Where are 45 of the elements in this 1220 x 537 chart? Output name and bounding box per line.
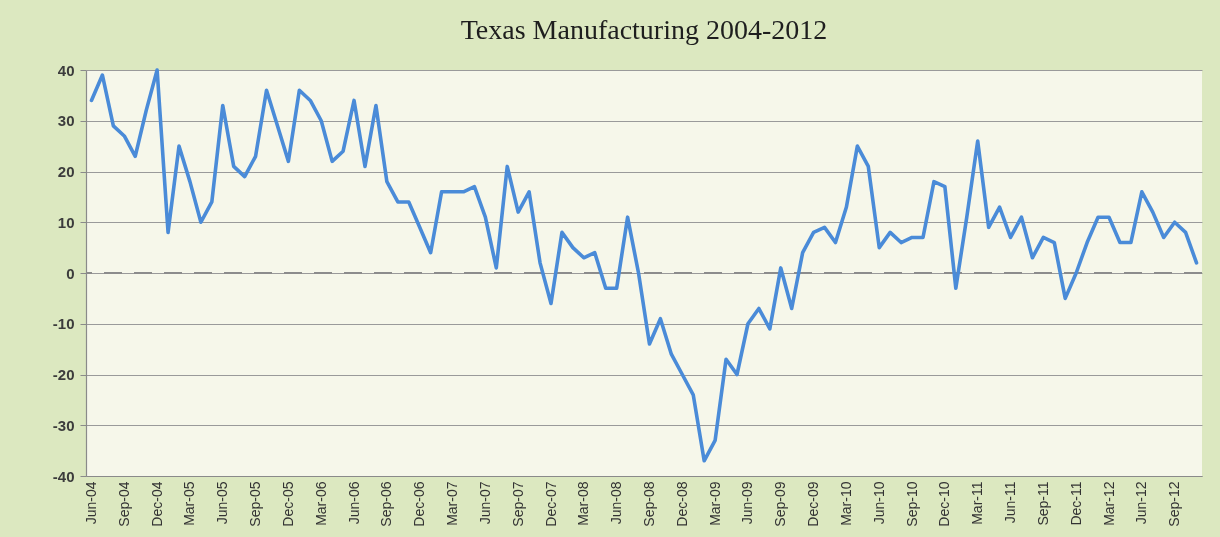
y-tick-label: 40 bbox=[57, 61, 75, 79]
x-tick-label: Dec-10 bbox=[936, 481, 953, 527]
x-tick-label: Dec-09 bbox=[805, 481, 822, 527]
y-tick-label: 0 bbox=[66, 264, 75, 282]
y-tick-label: -10 bbox=[52, 315, 75, 333]
x-tick-label: Sep-11 bbox=[1034, 481, 1051, 526]
y-tick-label: 10 bbox=[57, 213, 75, 231]
x-tick-label: Mar-12 bbox=[1100, 481, 1117, 526]
x-tick-label: Jun-06 bbox=[345, 481, 362, 525]
x-tick-label: Dec-04 bbox=[148, 481, 165, 527]
x-tick-label: Sep-08 bbox=[640, 481, 657, 527]
x-tick-label: Dec-06 bbox=[411, 481, 428, 527]
x-tick-label: Jun-10 bbox=[870, 481, 887, 525]
x-tick-label: Sep-04 bbox=[115, 481, 132, 527]
x-tick-label: Sep-05 bbox=[247, 481, 264, 527]
x-tick-label: Mar-06 bbox=[312, 481, 329, 526]
x-tick-label: Mar-10 bbox=[837, 481, 854, 526]
x-tick-label: Dec-11 bbox=[1067, 481, 1084, 526]
x-tick-label: Mar-05 bbox=[181, 481, 198, 526]
y-tick-label: -30 bbox=[52, 416, 75, 434]
x-tick-label: Jun-04 bbox=[82, 481, 99, 525]
x-tick-label: Mar-08 bbox=[575, 481, 592, 526]
x-tick-label: Jun-08 bbox=[608, 481, 625, 525]
x-tick-label: Jun-07 bbox=[476, 481, 493, 525]
x-tick-label: Mar-07 bbox=[444, 481, 461, 526]
chart-title: Texas Manufacturing 2004-2012 bbox=[460, 14, 828, 45]
x-tick-label: Dec-05 bbox=[279, 481, 296, 527]
x-tick-label: Dec-07 bbox=[542, 481, 559, 527]
x-tick-label: Jun-05 bbox=[214, 481, 231, 525]
line-series bbox=[89, 68, 1199, 463]
x-tick-label: Sep-07 bbox=[509, 481, 526, 527]
x-tick-label: Sep-06 bbox=[378, 481, 395, 527]
x-tick-label: Mar-11 bbox=[969, 481, 986, 525]
x-tick-label: Sep-09 bbox=[772, 481, 789, 527]
y-tick-label: -20 bbox=[52, 366, 75, 383]
x-tick-label: Mar-09 bbox=[706, 481, 723, 526]
x-tick-label: Sep-10 bbox=[903, 481, 920, 527]
x-tick-label: Jun-11 bbox=[1002, 481, 1019, 524]
x-tick-label: Jun-12 bbox=[1133, 481, 1150, 525]
y-tick-label: 20 bbox=[57, 163, 75, 180]
y-tick-label: 30 bbox=[57, 112, 75, 130]
x-tick-label: Sep-12 bbox=[1166, 481, 1183, 527]
x-tick-label: Dec-08 bbox=[673, 481, 690, 527]
y-tick-label: -40 bbox=[52, 467, 75, 485]
x-tick-label: Jun-09 bbox=[739, 481, 756, 525]
